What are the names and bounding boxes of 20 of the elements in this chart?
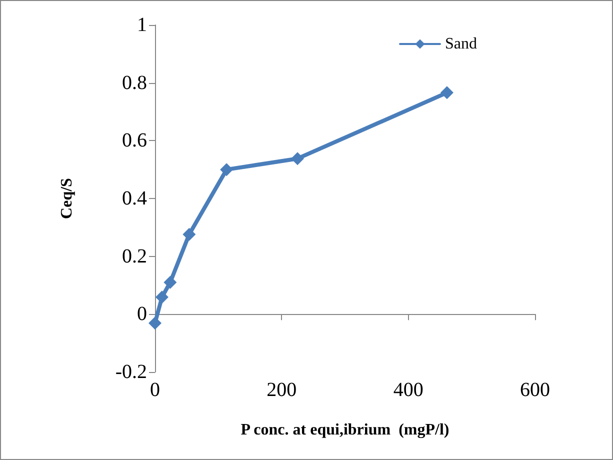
y-tick-label: 0.2 <box>122 245 147 268</box>
point <box>164 276 177 289</box>
x-tick-label: 400 <box>393 379 424 401</box>
point <box>148 316 162 330</box>
point <box>291 152 304 166</box>
x-tick-label: 600 <box>520 379 550 401</box>
y-axis-title: Ceq/S <box>58 178 76 219</box>
y-tick-label: 0.8 <box>122 72 147 94</box>
y-tick-label: 0.6 <box>122 130 147 152</box>
y-tick-label: 0.4 <box>122 188 147 210</box>
y-tick-label: -0.2 <box>115 361 147 383</box>
x-tick-label: 200 <box>266 379 297 401</box>
point <box>220 163 234 176</box>
x-axis-title: P conc. at equi,ibrium (mgP/l) <box>240 422 450 438</box>
y-tick-label: 1 <box>137 14 147 36</box>
point <box>182 228 196 241</box>
point <box>440 86 454 100</box>
point <box>155 290 168 304</box>
y-tick-label: 0 <box>137 303 147 326</box>
legend-label: Sand <box>445 36 477 52</box>
